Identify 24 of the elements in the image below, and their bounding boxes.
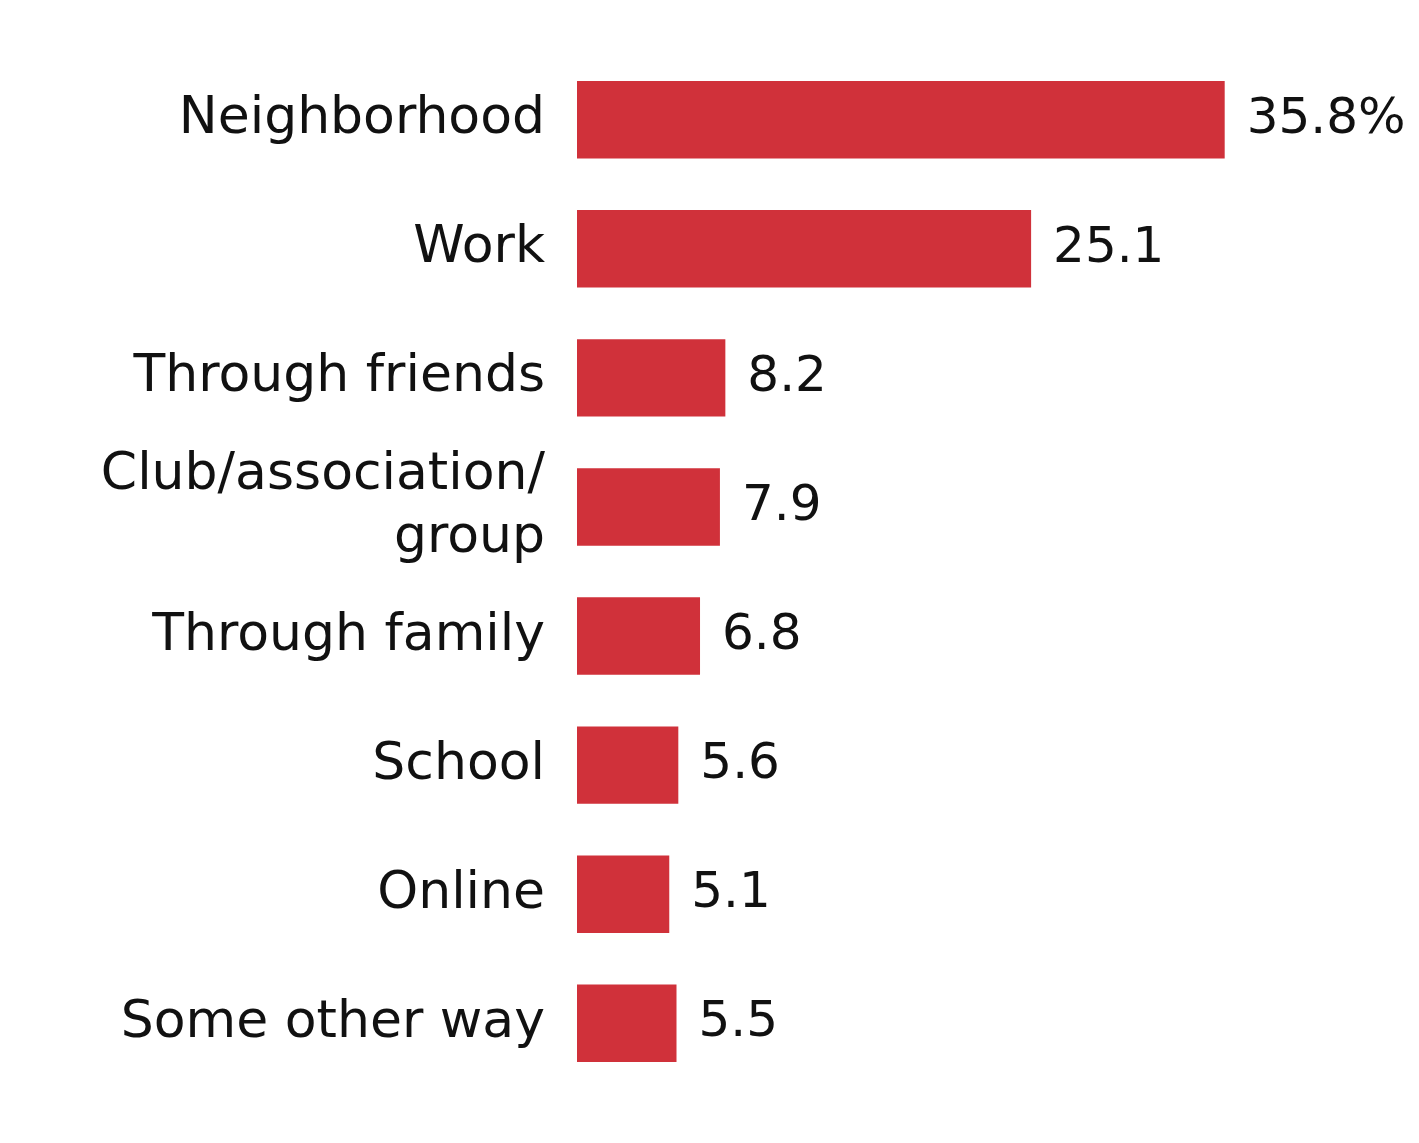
bar bbox=[577, 855, 670, 933]
data-label: 25.1 bbox=[1053, 215, 1165, 274]
bar bbox=[577, 210, 1032, 288]
y-tick-label: Through family bbox=[151, 601, 545, 662]
bar bbox=[577, 597, 701, 675]
bar bbox=[577, 984, 677, 1062]
bar bbox=[577, 726, 679, 804]
data-label: 5.6 bbox=[700, 732, 780, 791]
y-tick-label: Online bbox=[377, 859, 545, 920]
data-label: 7.9 bbox=[741, 473, 822, 532]
y-tick-label: Club/association/group bbox=[100, 441, 546, 564]
data-label: 5.1 bbox=[691, 861, 771, 920]
data-label: 35.8% bbox=[1246, 86, 1406, 145]
data-label: 8.2 bbox=[747, 344, 827, 403]
data-label: 6.8 bbox=[722, 603, 802, 662]
bar bbox=[577, 468, 720, 546]
bar bbox=[577, 81, 1225, 159]
y-tick-label: Neighborhood bbox=[178, 85, 545, 146]
bar bbox=[577, 339, 726, 417]
y-tick-label: Through friends bbox=[132, 343, 545, 404]
y-tick-label: Some other way bbox=[120, 988, 545, 1049]
y-tick-label: School bbox=[372, 730, 545, 791]
y-tick-label: Work bbox=[413, 214, 545, 275]
data-label: 5.5 bbox=[698, 990, 779, 1049]
